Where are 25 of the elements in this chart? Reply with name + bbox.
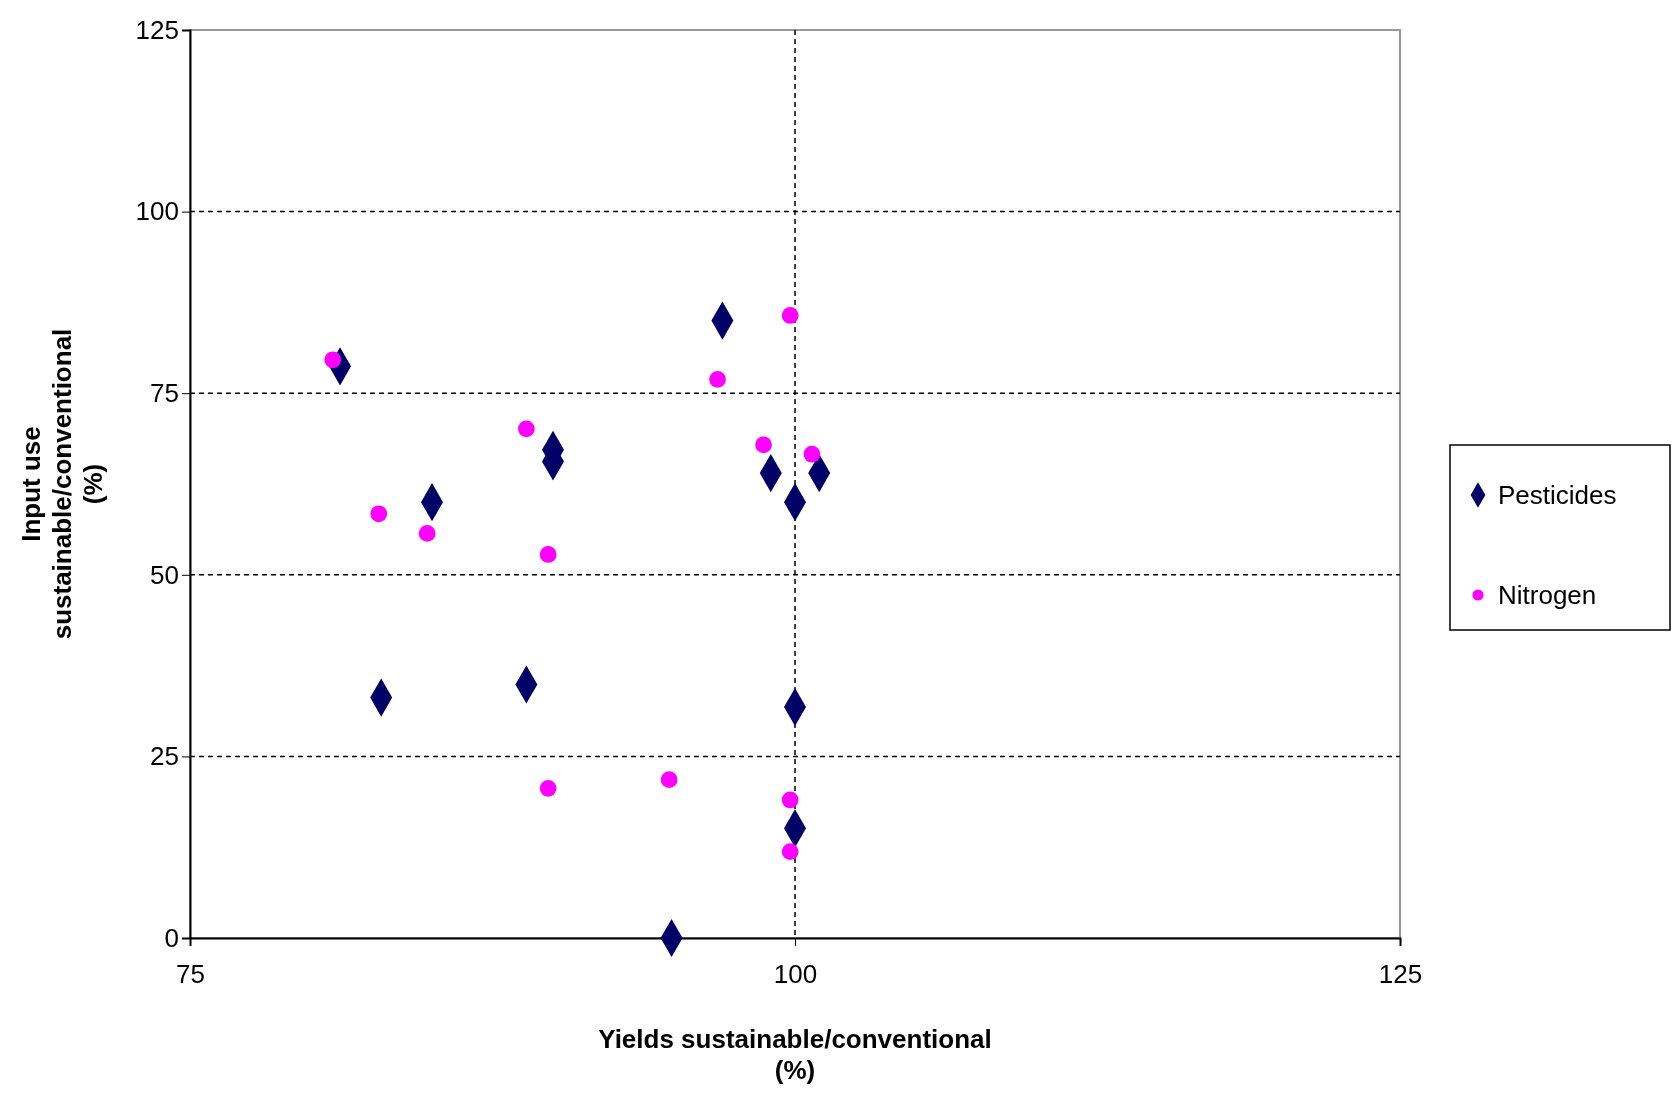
y-tick-label: 100 bbox=[135, 196, 179, 227]
point bbox=[370, 505, 388, 523]
point bbox=[755, 436, 772, 454]
x-tick-label: 100 bbox=[773, 958, 818, 989]
legend-label: Pesticides bbox=[1498, 480, 1617, 510]
point bbox=[781, 791, 799, 809]
point bbox=[418, 525, 436, 542]
x-tick-label: 75 bbox=[176, 958, 205, 989]
point bbox=[660, 771, 678, 788]
y-axis-title: Input use sustainable/conventional (%) bbox=[16, 328, 109, 640]
y-tick-label: 0 bbox=[164, 922, 179, 953]
x-tick-label: 125 bbox=[1378, 958, 1423, 989]
point bbox=[539, 780, 557, 797]
point bbox=[803, 445, 821, 463]
point bbox=[709, 371, 726, 388]
point bbox=[518, 420, 535, 438]
y-tick-label: 50 bbox=[150, 559, 179, 590]
point bbox=[781, 843, 799, 860]
y-tick-label: 75 bbox=[150, 378, 179, 409]
legend-label: Nitrogen bbox=[1498, 580, 1597, 610]
point bbox=[781, 307, 799, 324]
x-axis-title: Yields sustainable/conventional (%) bbox=[598, 1024, 992, 1086]
point bbox=[539, 546, 557, 563]
y-tick-label: 125 bbox=[135, 14, 179, 45]
y-tick-label: 25 bbox=[150, 741, 179, 772]
